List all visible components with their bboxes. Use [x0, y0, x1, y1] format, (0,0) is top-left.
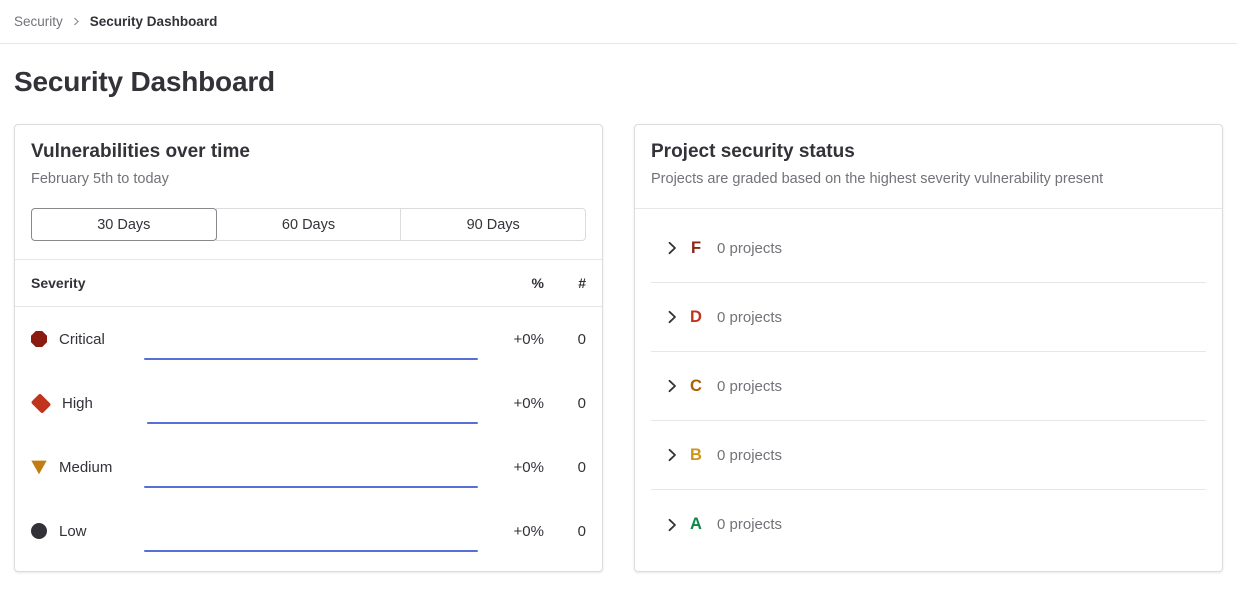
- count-value: 0: [577, 330, 586, 348]
- critical-sparkline-chart: [144, 307, 480, 371]
- severity-high-icon: [30, 392, 51, 414]
- severity-label: Medium: [59, 458, 113, 476]
- breadcrumb: Security Security Dashboard: [0, 0, 1237, 44]
- range-button-30-days[interactable]: 30 Days: [31, 208, 217, 241]
- breadcrumb-current-page: Security Dashboard: [89, 14, 218, 29]
- vulnerabilities-card-header: Vulnerabilities over time February 5th t…: [15, 125, 602, 259]
- percent-column-header: %: [531, 275, 544, 291]
- severity-low-icon: [31, 523, 47, 539]
- count-value: 0: [577, 458, 586, 476]
- high-sparkline-chart: [147, 371, 480, 435]
- vulnerabilities-card-title: Vulnerabilities over time: [31, 141, 250, 162]
- grade-project-count: 0 projects: [717, 446, 783, 464]
- day-range-button-group: 30 Days 60 Days 90 Days: [31, 208, 587, 241]
- sparkline: [147, 421, 478, 424]
- percent-change-value: +0%: [513, 458, 544, 476]
- chevron-right-icon[interactable]: [664, 378, 680, 394]
- project-security-status-card: Project security status Projects are gra…: [634, 124, 1223, 572]
- range-button-60-days[interactable]: 60 Days: [215, 208, 402, 241]
- project-status-card-title: Project security status: [651, 141, 855, 162]
- percent-change-value: +0%: [513, 522, 544, 540]
- dashboard-cards: Vulnerabilities over time February 5th t…: [14, 124, 1223, 572]
- sparkline: [144, 485, 478, 488]
- table-row-high: High +0% 0: [30, 371, 586, 435]
- percent-change-value: +0%: [513, 394, 544, 412]
- chevron-right-icon[interactable]: [664, 447, 680, 463]
- percent-change-value: +0%: [513, 330, 544, 348]
- chevron-right-icon[interactable]: [664, 240, 680, 256]
- divider: [15, 259, 602, 260]
- grade-row-c[interactable]: C 0 projects: [651, 352, 1206, 421]
- divider: [15, 306, 602, 307]
- grade-project-count: 0 projects: [717, 239, 783, 257]
- grade-letter-f: F: [690, 238, 702, 257]
- grade-project-count: 0 projects: [717, 308, 783, 326]
- severity-table-header: Severity % #: [15, 260, 602, 306]
- table-row-medium: Medium +0% 0: [31, 435, 586, 499]
- count-column-header: #: [578, 275, 586, 291]
- grade-row-f[interactable]: F 0 projects: [651, 214, 1206, 283]
- grade-row-d[interactable]: D 0 projects: [651, 283, 1206, 352]
- medium-sparkline-chart: [144, 435, 480, 499]
- grade-letter-b: B: [690, 445, 702, 464]
- count-value: 0: [577, 394, 586, 412]
- severity-rows: Critical +0% 0 High +0% 0 Medium +0% 0: [15, 307, 602, 571]
- page-title: Security Dashboard: [14, 66, 275, 97]
- vulnerabilities-over-time-card: Vulnerabilities over time February 5th t…: [14, 124, 603, 572]
- sparkline: [144, 357, 478, 360]
- grade-row-b[interactable]: B 0 projects: [651, 421, 1206, 490]
- grade-letter-d: D: [690, 307, 702, 326]
- grade-row-a[interactable]: A 0 projects: [651, 490, 1206, 559]
- severity-label: Low: [59, 522, 87, 540]
- severity-medium-icon: [31, 460, 47, 475]
- project-status-card-header: Project security status Projects are gra…: [635, 125, 1222, 209]
- grade-letter-a: A: [690, 515, 702, 533]
- table-row-low: Low +0% 0: [31, 499, 586, 563]
- low-sparkline-chart: [144, 499, 480, 563]
- chevron-right-icon[interactable]: [664, 309, 680, 325]
- grade-project-count: 0 projects: [717, 516, 783, 533]
- chevron-right-icon[interactable]: [664, 517, 680, 533]
- severity-column-header: Severity: [31, 275, 86, 291]
- table-row-critical: Critical +0% 0: [31, 307, 586, 371]
- vulnerabilities-date-range: February 5th to today: [31, 171, 169, 187]
- chevron-right-icon: [72, 17, 81, 26]
- range-button-90-days[interactable]: 90 Days: [400, 208, 587, 241]
- sparkline: [144, 549, 478, 552]
- grade-project-count: 0 projects: [717, 377, 783, 395]
- severity-label: Critical: [59, 330, 105, 348]
- severity-critical-icon: [31, 331, 47, 347]
- breadcrumb-security-link[interactable]: Security: [14, 14, 63, 29]
- count-value: 0: [577, 522, 586, 540]
- severity-label: High: [62, 394, 93, 412]
- grade-list: F 0 projects D 0 projects C 0 projects: [635, 209, 1222, 559]
- project-status-card-subtitle: Projects are graded based on the highest…: [651, 171, 1104, 187]
- grade-letter-c: C: [690, 376, 702, 395]
